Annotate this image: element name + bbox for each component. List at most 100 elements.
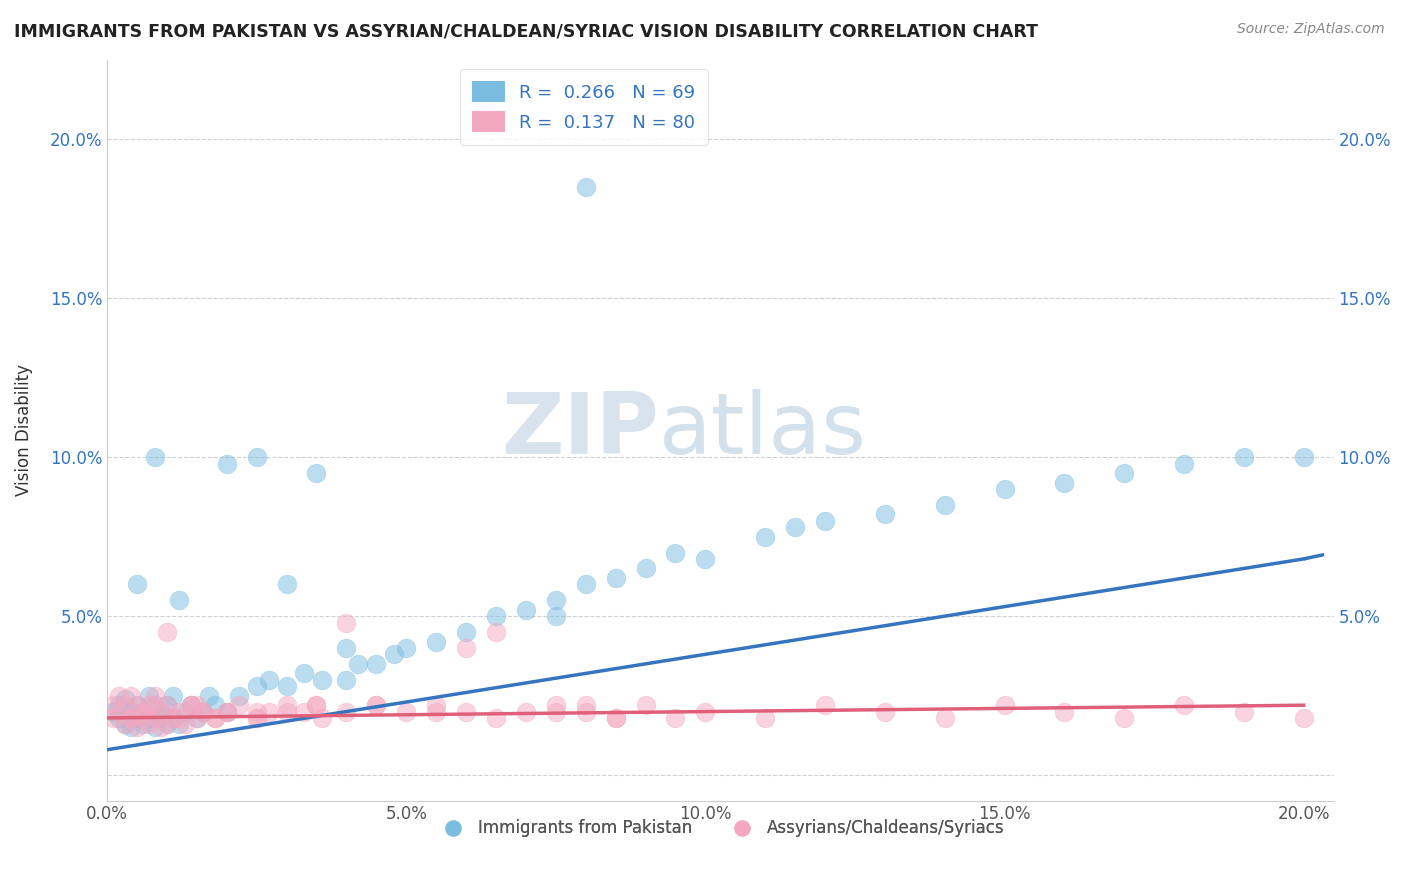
Point (156, 717, 179, 731)
Point (485, 625, 508, 640)
Point (162, 711, 184, 725)
Point (873, 705, 896, 719)
Point (125, 577, 148, 591)
Point (120, 721, 142, 735)
Point (366, 657, 388, 671)
Point (634, 561, 657, 575)
Point (138, 689, 160, 703)
Point (485, 609, 508, 624)
Point (108, 689, 131, 703)
Point (605, 711, 627, 725)
Point (515, 705, 537, 719)
Point (101, 711, 124, 725)
Y-axis label: Vision Disability: Vision Disability (15, 364, 32, 496)
Point (132, 705, 155, 719)
Point (544, 698, 567, 713)
Point (143, 711, 166, 725)
Point (125, 721, 148, 735)
Point (993, 698, 1015, 713)
Point (382, 648, 405, 662)
Point (132, 711, 155, 725)
Point (125, 698, 148, 713)
Point (664, 711, 686, 725)
Point (335, 705, 357, 719)
Text: ZIP: ZIP (502, 389, 659, 472)
Point (191, 705, 214, 719)
Point (366, 698, 388, 713)
Point (132, 705, 155, 719)
Point (575, 705, 598, 719)
Legend: Immigrants from Pakistan, Assyrians/Chaldeans/Syriacs: Immigrants from Pakistan, Assyrians/Chal… (429, 813, 1011, 844)
Point (101, 698, 124, 713)
Point (204, 711, 226, 725)
Point (114, 717, 136, 731)
Point (575, 698, 598, 713)
Point (120, 711, 142, 725)
Point (162, 689, 184, 703)
Point (425, 705, 447, 719)
Point (1053, 705, 1076, 719)
Point (754, 711, 776, 725)
Point (294, 666, 316, 681)
Point (186, 698, 208, 713)
Point (114, 698, 136, 713)
Point (138, 711, 160, 725)
Point (215, 457, 238, 471)
Point (180, 698, 202, 713)
Point (156, 698, 179, 713)
Point (156, 625, 179, 640)
Point (246, 711, 269, 725)
Point (162, 711, 184, 725)
Point (485, 711, 508, 725)
Point (246, 711, 269, 725)
Point (664, 545, 686, 559)
Point (993, 482, 1015, 496)
Point (186, 711, 208, 725)
Point (143, 450, 166, 464)
Point (108, 698, 131, 713)
Point (695, 552, 717, 566)
Point (125, 698, 148, 713)
Point (167, 711, 190, 725)
Point (311, 673, 333, 687)
Point (114, 691, 136, 706)
Point (425, 634, 447, 648)
Point (305, 466, 328, 480)
Point (132, 705, 155, 719)
Point (454, 640, 477, 655)
Point (197, 689, 219, 703)
Point (143, 698, 166, 713)
Point (191, 705, 214, 719)
Point (276, 577, 298, 591)
Point (257, 705, 280, 719)
Point (156, 698, 179, 713)
Point (149, 705, 172, 719)
Point (305, 698, 328, 713)
Point (605, 711, 627, 725)
Point (257, 673, 280, 687)
Text: Source: ZipAtlas.com: Source: ZipAtlas.com (1237, 22, 1385, 37)
Point (311, 711, 333, 725)
Point (156, 717, 179, 731)
Point (132, 717, 155, 731)
Point (215, 705, 238, 719)
Text: IMMIGRANTS FROM PAKISTAN VS ASSYRIAN/CHALDEAN/SYRIAC VISION DISABILITY CORRELATI: IMMIGRANTS FROM PAKISTAN VS ASSYRIAN/CHA… (14, 22, 1038, 40)
Point (934, 498, 956, 512)
Point (785, 520, 807, 534)
Point (276, 679, 298, 693)
Point (1233, 450, 1256, 464)
Point (1292, 711, 1315, 725)
Point (191, 705, 214, 719)
Point (180, 698, 202, 713)
Point (754, 530, 776, 544)
Point (873, 508, 896, 522)
Point (204, 711, 226, 725)
Point (114, 717, 136, 731)
Point (454, 705, 477, 719)
Point (1233, 705, 1256, 719)
Point (167, 705, 190, 719)
Point (276, 698, 298, 713)
Point (167, 717, 190, 731)
Point (366, 698, 388, 713)
Point (515, 603, 537, 617)
